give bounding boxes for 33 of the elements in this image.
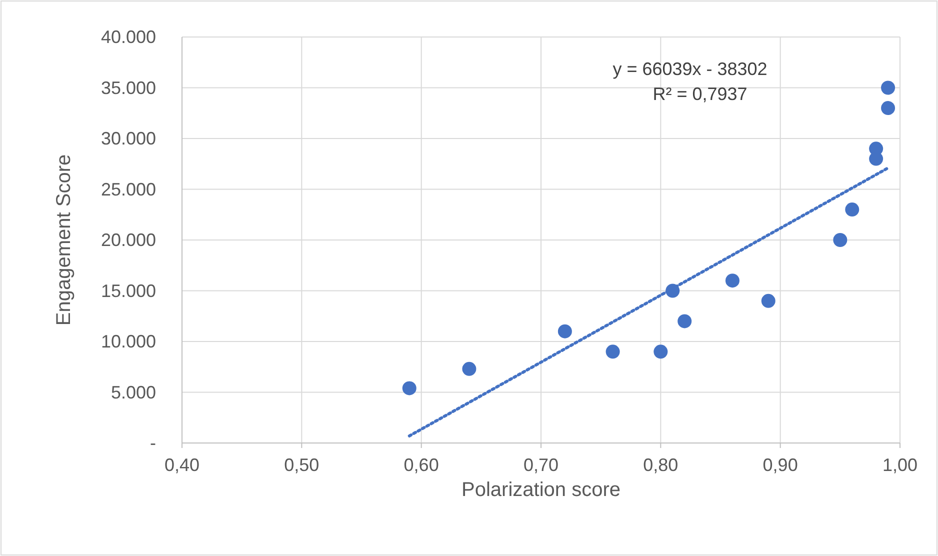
x-tick-label: 1,00 — [882, 455, 918, 475]
point — [845, 202, 860, 217]
y-tick-label: 15.000 — [100, 280, 156, 301]
x-tick-label: 0,40 — [164, 455, 200, 475]
annotation: y = 66039x - 38302 — [612, 59, 768, 79]
x-tick-label: 0,60 — [404, 455, 439, 475]
y-tick-label: 5.000 — [110, 382, 156, 402]
point — [881, 80, 896, 95]
point — [558, 324, 572, 338]
point — [725, 274, 740, 288]
point — [833, 233, 848, 247]
y-tick-label: 35.000 — [100, 78, 156, 98]
point — [678, 314, 692, 328]
point — [606, 344, 620, 359]
y-tick-label: 20.000 — [100, 230, 156, 250]
point — [761, 294, 776, 308]
point — [654, 344, 668, 359]
annotation: R² = 0,7937 — [652, 84, 748, 104]
point — [402, 381, 416, 396]
point — [869, 142, 884, 156]
x-tick-label: 0,50 — [284, 455, 320, 475]
x-tick-label: 0,90 — [762, 455, 798, 475]
y-tick-label: 25.000 — [100, 179, 156, 200]
x-axis-title: Polarization score — [462, 479, 620, 501]
y-tick-label: 10.000 — [100, 332, 156, 352]
point — [881, 101, 896, 116]
y-tick-label: 30.000 — [100, 128, 156, 148]
point — [462, 362, 476, 376]
y-tick-label: - — [150, 433, 156, 453]
x-tick-label: 0,70 — [523, 455, 559, 475]
y-tick-label: 40.000 — [100, 27, 156, 47]
y-axis-title: Engagement Score — [53, 154, 75, 326]
x-tick-label: 0,80 — [643, 455, 678, 475]
